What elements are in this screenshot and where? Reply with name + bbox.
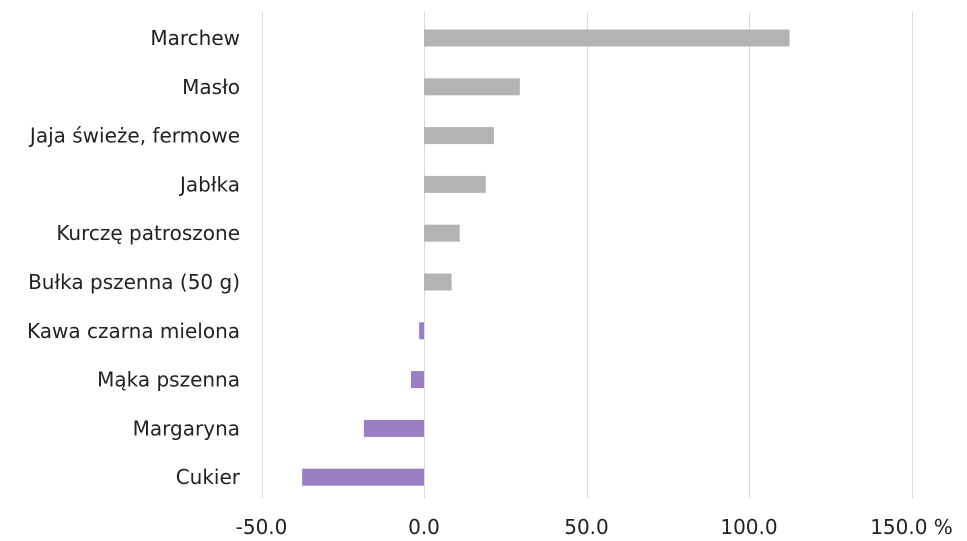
gridlines bbox=[262, 12, 913, 498]
category-label-cukier: Cukier bbox=[176, 465, 241, 489]
bar-jaja-swieze-fermowe bbox=[424, 127, 494, 145]
category-label-kawa-czarna-mielona: Kawa czarna mielona bbox=[27, 319, 240, 343]
category-label-margaryna: Margaryna bbox=[133, 416, 240, 440]
x-tick-label-1: 0.0 bbox=[408, 515, 440, 539]
x-tick-label-0: -50.0 bbox=[236, 515, 288, 539]
bar-bulka-pszenna-50-g bbox=[424, 273, 452, 291]
bar-margaryna bbox=[363, 419, 424, 437]
category-label-jablka: Jabłka bbox=[178, 172, 240, 196]
x-tick-label-2: 50.0 bbox=[564, 515, 609, 539]
category-label-bulka-pszenna-50-g: Bułka pszenna (50 g) bbox=[28, 270, 240, 294]
category-label-maka-pszenna: Mąka pszenna bbox=[97, 368, 240, 392]
bar-jablka bbox=[424, 175, 486, 193]
bar-kurcze-patroszone bbox=[424, 224, 460, 242]
bar-maka-pszenna bbox=[411, 371, 424, 389]
bar-kawa-czarna-mielona bbox=[419, 322, 424, 340]
category-label-marchew: Marchew bbox=[150, 26, 240, 50]
category-label-kurcze-patroszone: Kurczę patroszone bbox=[56, 221, 240, 245]
bars bbox=[302, 29, 790, 486]
x-tick-label-3: 100.0 bbox=[720, 515, 777, 539]
bar-marchew bbox=[424, 29, 790, 47]
category-label-maslo: Masło bbox=[182, 75, 240, 99]
x-tick-label-4: 150.0 % bbox=[870, 515, 953, 539]
category-label-jaja-swieze-fermowe: Jaja świeże, fermowe bbox=[28, 124, 240, 148]
x-axis-tick-labels: -50.0 0.0 50.0 100.0 150.0 % bbox=[236, 515, 953, 539]
bar-cukier bbox=[302, 468, 424, 486]
bar-maslo bbox=[424, 78, 520, 96]
category-labels: Marchew Masło Jaja świeże, fermowe Jabłka Ku… bbox=[27, 26, 241, 489]
